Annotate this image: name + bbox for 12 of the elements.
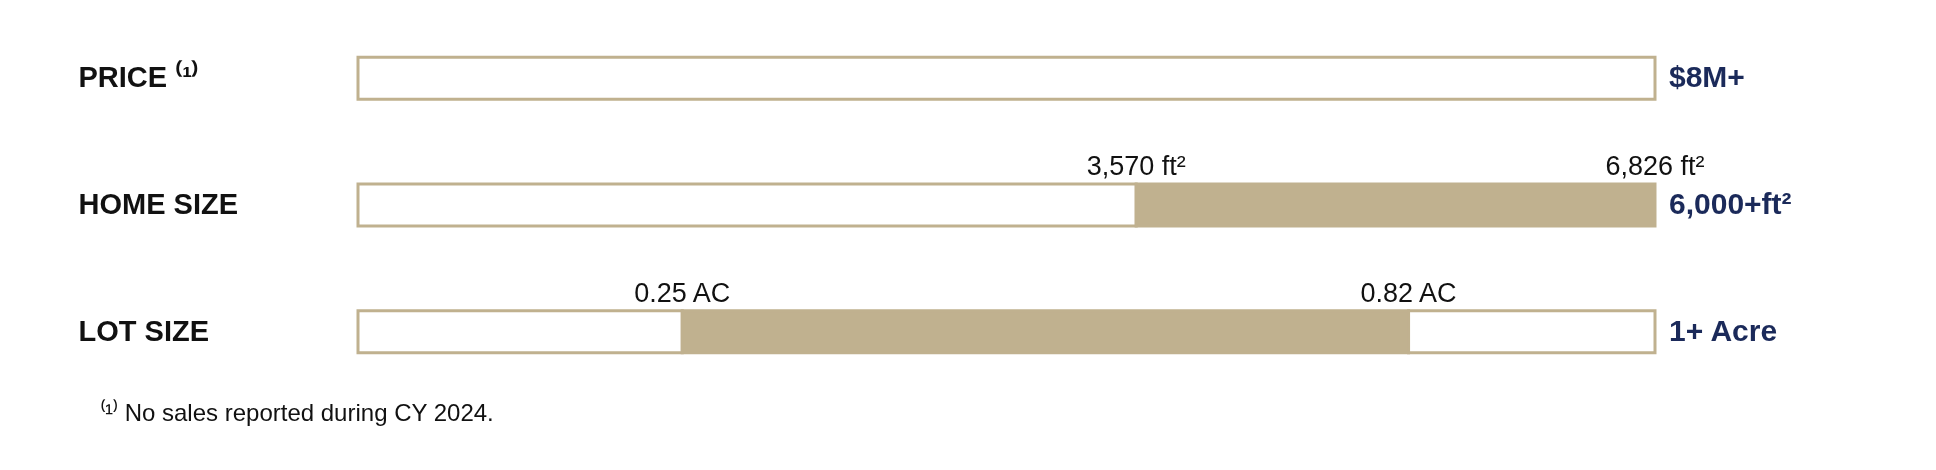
annotation: 3,570 ft² — [1086, 151, 1186, 181]
annotation: $8M+ — [1669, 60, 1745, 94]
annotation: 1+ Acre — [1669, 313, 1778, 347]
y-tick-label: HOME SIZE — [78, 188, 239, 220]
annotation: 6,000+ft² — [1669, 187, 1792, 220]
annotation: 6,826 ft² — [1605, 151, 1705, 181]
y-tick-label: PRICE ⁽¹⁾ — [78, 60, 199, 94]
annotation: 0.25 AC — [634, 277, 731, 308]
bar — [356, 55, 1657, 101]
text: ⁽¹⁾ No sales reported during CY 2024. — [100, 398, 494, 428]
y-tick-label: LOT SIZE — [78, 314, 209, 347]
annotation: 0.82 AC — [1360, 277, 1457, 308]
